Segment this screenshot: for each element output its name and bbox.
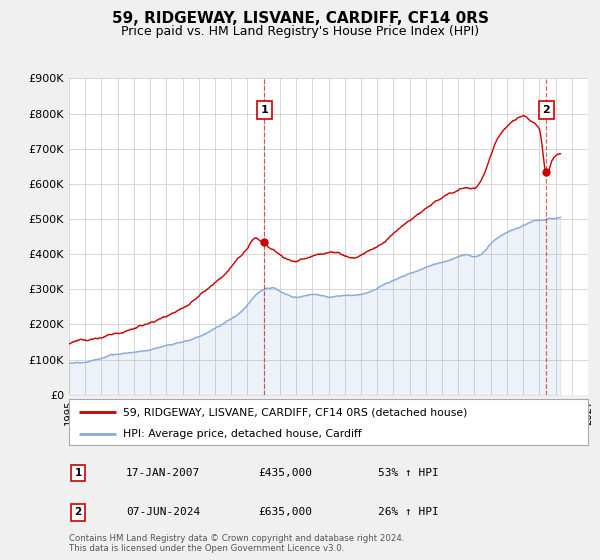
Text: Contains HM Land Registry data © Crown copyright and database right 2024.
This d: Contains HM Land Registry data © Crown c… [69,534,404,553]
Text: 2: 2 [542,105,550,115]
Text: 17-JAN-2007: 17-JAN-2007 [126,468,200,478]
Text: 07-JUN-2024: 07-JUN-2024 [126,507,200,517]
Text: HPI: Average price, detached house, Cardiff: HPI: Average price, detached house, Card… [124,429,362,438]
Text: £635,000: £635,000 [258,507,312,517]
Text: 2: 2 [74,507,82,517]
Text: 59, RIDGEWAY, LISVANE, CARDIFF, CF14 0RS: 59, RIDGEWAY, LISVANE, CARDIFF, CF14 0RS [112,11,488,26]
Text: 1: 1 [260,105,268,115]
Text: 53% ↑ HPI: 53% ↑ HPI [378,468,439,478]
Text: Price paid vs. HM Land Registry's House Price Index (HPI): Price paid vs. HM Land Registry's House … [121,25,479,38]
Text: 26% ↑ HPI: 26% ↑ HPI [378,507,439,517]
Text: £435,000: £435,000 [258,468,312,478]
Text: 59, RIDGEWAY, LISVANE, CARDIFF, CF14 0RS (detached house): 59, RIDGEWAY, LISVANE, CARDIFF, CF14 0RS… [124,407,468,417]
Text: 1: 1 [74,468,82,478]
